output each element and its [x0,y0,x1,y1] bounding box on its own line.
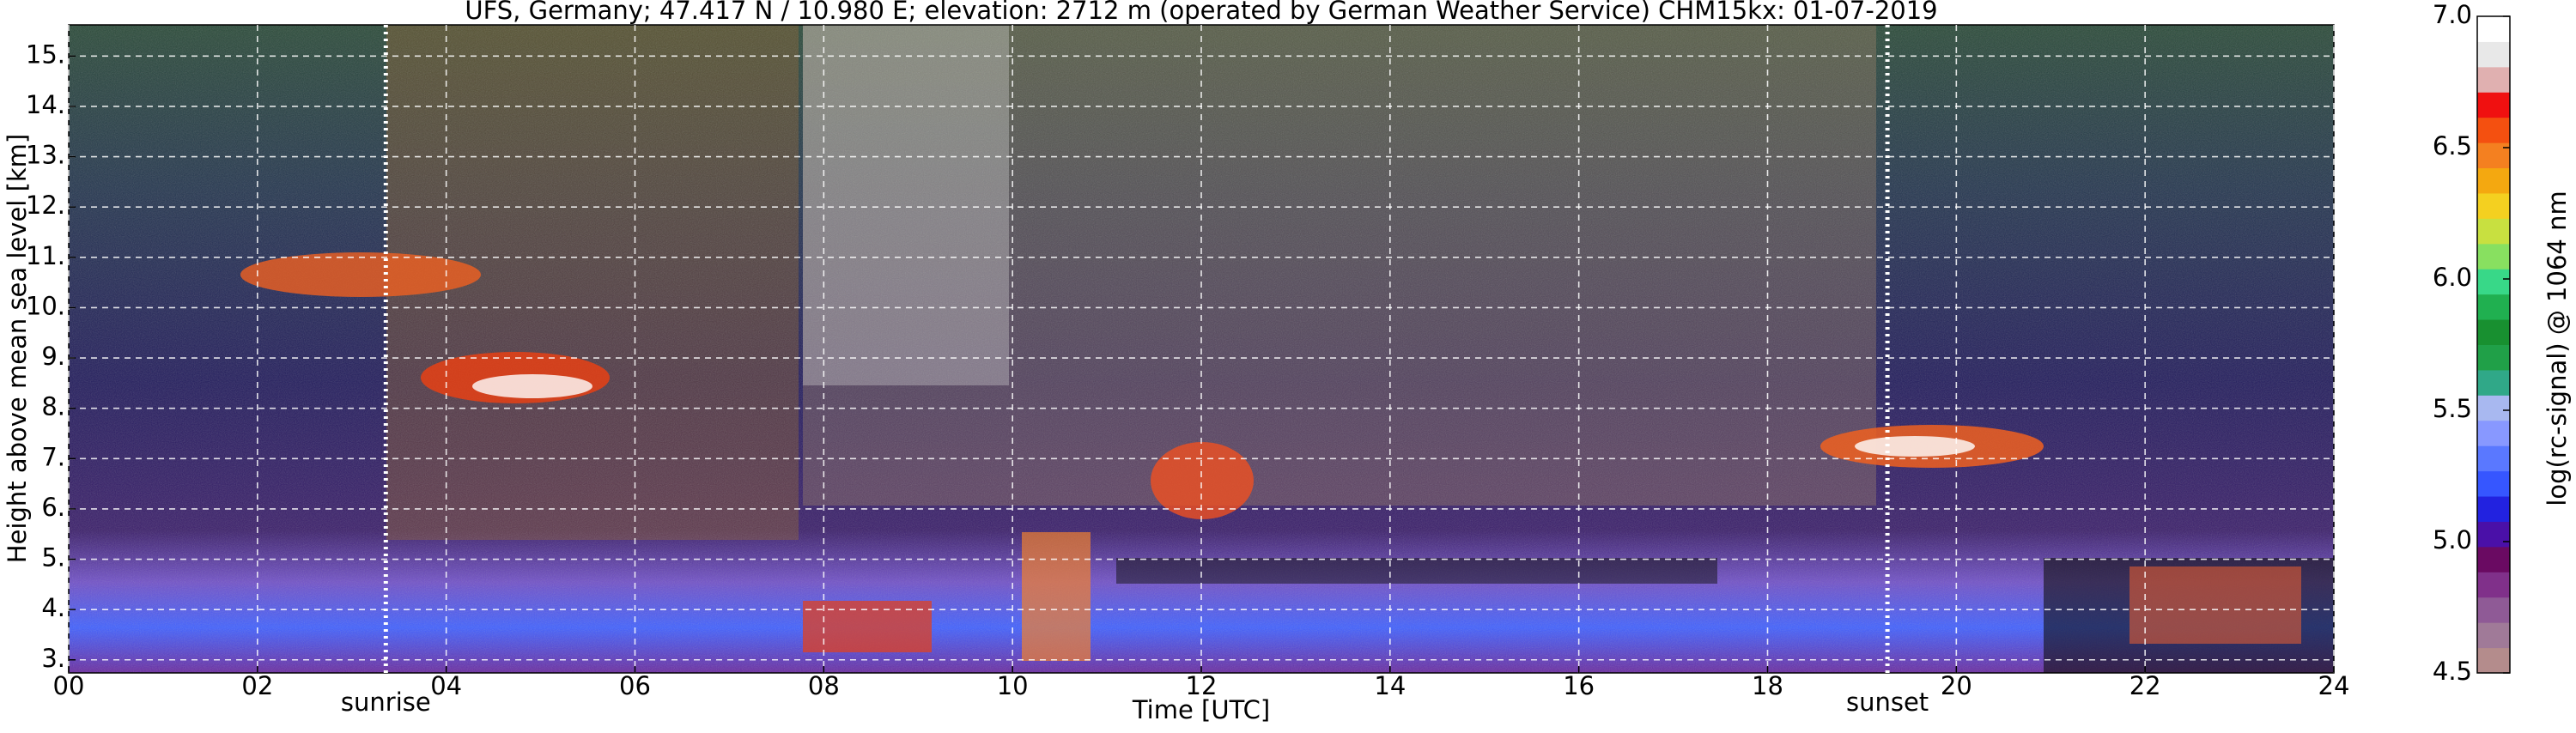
x-tick-label: 00 [53,671,85,700]
x-tick-label: 24 [2318,671,2350,700]
y-tick-label: 4. [41,593,65,622]
colorbar-tick-label: 5.5 [2433,394,2472,423]
y-tick-label: 6. [41,493,65,522]
colorbar-swatch [2477,218,2510,245]
y-axis-label: Height above mean sea level [km] [3,134,32,563]
colorbar-swatch [2477,420,2510,446]
colorbar-swatch [2477,546,2510,572]
colorbar-swatch [2477,16,2510,42]
x-tick-label: 14 [1374,671,1406,700]
colorbar-swatch [2477,521,2510,548]
colorbar-swatch [2477,41,2510,68]
colorbar-swatch [2477,572,2510,598]
x-tick-label: 20 [1941,671,1972,700]
y-tick-label: 11. [26,241,65,270]
y-tick-label: 15. [26,39,65,69]
colorbar-label: log(rc-signal) @ 1064 nm [2543,191,2572,506]
y-tick-label: 13. [26,141,65,170]
colorbar-swatch [2477,470,2510,497]
y-tick-label: 9. [41,342,65,371]
annotation-label: sunrise [341,688,431,717]
x-tick-label: 18 [1752,671,1783,700]
colorbar-swatch [2477,319,2510,345]
x-tick-label: 02 [241,671,273,700]
colorbar-swatch [2477,167,2510,194]
colorbar-swatch [2477,647,2510,674]
colorbar-swatch [2477,445,2510,472]
colorbar-tick-label: 6.0 [2433,263,2472,292]
colorbar-swatch [2477,294,2510,320]
colorbar-swatch [2477,269,2510,295]
colorbar-swatch [2477,142,2510,169]
colorbar-swatch [2477,192,2510,219]
colorbar-swatch [2477,395,2510,421]
colorbar-swatch [2477,597,2510,623]
colorbar-tick-label: 6.5 [2433,131,2472,161]
colorbar-swatch [2477,496,2510,522]
x-tick-label: 16 [1563,671,1595,700]
colorbar-swatch [2477,92,2510,118]
colorbar-swatch [2477,117,2510,143]
x-tick-label: 10 [997,671,1029,700]
colorbar-tick-label: 7.0 [2433,0,2472,29]
y-tick-label: 7. [41,442,65,471]
x-tick-label: 22 [2129,671,2161,700]
colorbar-tick-label: 5.0 [2433,525,2472,554]
chart-title: UFS, Germany; 47.417 N / 10.980 E; eleva… [465,0,1937,25]
colorbar-swatch [2477,66,2510,93]
colorbar-swatch [2477,622,2510,649]
y-tick-label: 8. [41,392,65,421]
x-axis-label: Time [UTC] [1132,695,1270,724]
y-tick-label: 5. [41,543,65,572]
annotation-label: sunset [1846,688,1929,717]
y-tick-label: 3. [41,644,65,673]
y-tick-label: 12. [26,191,65,220]
x-tick-label: 04 [430,671,462,700]
heatmap-image [69,25,2334,673]
x-tick-label: 06 [619,671,651,700]
y-tick-label: 14. [26,90,65,119]
x-tick-label: 08 [808,671,840,700]
colorbar-swatch [2477,243,2510,270]
colorbar-swatch [2477,369,2510,396]
colorbar-tick-label: 4.5 [2433,657,2472,686]
colorbar-frame [2476,15,2511,674]
x-tick-label: 12 [1186,671,1218,700]
y-tick-label: 10. [26,291,65,320]
colorbar-swatch [2477,344,2510,371]
